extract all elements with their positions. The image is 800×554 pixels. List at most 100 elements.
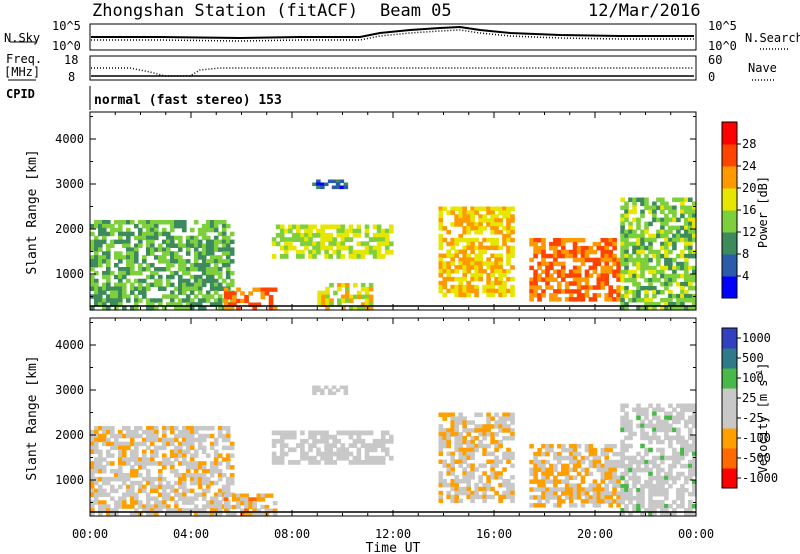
velocity-cell-r4 (474, 424, 479, 429)
velocity-cell-r0 (130, 488, 135, 494)
power-cell-r5 (498, 276, 503, 282)
velocity-cell-r4 (490, 439, 495, 445)
velocity-cell-r5 (576, 483, 582, 488)
power-cell-r5 (462, 292, 467, 298)
power-cell-r5 (502, 241, 507, 247)
velocity-cell-r0 (201, 445, 207, 451)
power-cell-r7 (620, 249, 625, 255)
velocity-cell-r6 (684, 475, 689, 481)
velocity-cell-r5 (600, 479, 606, 484)
power-cell-r7 (624, 233, 629, 239)
power-cell-r4 (325, 306, 330, 311)
velocity-cell-r2 (308, 455, 313, 461)
velocity-cell-r4 (470, 490, 475, 496)
power-cell-r0 (150, 247, 155, 252)
power-cell-r7 (648, 241, 653, 247)
power-cell-r0 (193, 239, 199, 245)
power-cell-r0 (162, 220, 167, 225)
power-cell-r6 (612, 269, 617, 274)
velocity-cell-r4 (482, 447, 487, 453)
power-cell-r0 (170, 251, 175, 256)
power-cell-r1 (232, 302, 237, 307)
power-cell-r2 (288, 228, 293, 234)
power-cell-r0 (146, 231, 151, 237)
power-cell-r6 (564, 273, 570, 278)
velocity-cell-r0 (90, 476, 95, 482)
velocity-cell-r4 (498, 471, 503, 476)
power-cell-r7 (620, 277, 625, 283)
velocity-cell-r6 (648, 483, 653, 489)
power-cell-r7 (624, 261, 629, 267)
velocity-cell-r0 (174, 426, 179, 431)
power-cell-r0 (122, 290, 127, 295)
power-cell-r0 (189, 306, 195, 311)
velocity-cell-r5 (608, 463, 613, 469)
velocity-cell-r0 (154, 437, 159, 443)
power-cell-r6 (616, 265, 621, 271)
velocity-cell-r6 (648, 403, 653, 409)
power-colorbar-band (722, 210, 737, 233)
power-cell-r0 (130, 263, 135, 268)
power-cell-r7 (648, 306, 653, 311)
velocity-cell-r4 (450, 424, 455, 429)
velocity-cell-r2 (312, 434, 317, 440)
power-cell-r2 (296, 249, 301, 255)
power-cell-r2 (360, 249, 366, 255)
power-cell-r6 (553, 257, 558, 263)
velocity-cell-r5 (529, 487, 534, 492)
power-cell-r0 (205, 267, 211, 272)
power-cell-r0 (221, 259, 227, 264)
velocity-cell-r0 (142, 476, 147, 482)
power-cell-r2 (364, 249, 370, 255)
velocity-cell-r0 (201, 512, 207, 517)
velocity-cell-r6 (660, 439, 665, 445)
power-cell-r0 (166, 274, 171, 280)
velocity-cell-r6 (672, 435, 677, 441)
velocity-cell-r1 (248, 497, 253, 502)
power-cell-r2 (324, 249, 329, 255)
power-cell-r5 (490, 245, 495, 251)
velocity-cell-r4 (502, 420, 507, 425)
power-cell-r5 (482, 249, 487, 254)
velocity-cell-r5 (553, 487, 558, 492)
velocity-cell-r5 (553, 503, 558, 508)
power-colorbar-tick-label: 20 (742, 181, 756, 195)
power-cell-r7 (632, 289, 637, 295)
velocity-cell-r6 (620, 475, 625, 481)
power-cell-r6 (553, 241, 558, 247)
power-cell-r0 (142, 278, 147, 284)
power-cell-r5 (474, 253, 479, 258)
power-cell-r6 (549, 241, 554, 247)
power-cell-r0 (229, 270, 235, 276)
power-cell-r0 (201, 270, 207, 276)
time-tick-label: 12:00 (375, 527, 411, 541)
velocity-cell-r6 (636, 508, 641, 513)
power-cell-r6 (588, 249, 594, 255)
velocity-cell-r0 (90, 504, 95, 509)
velocity-cell-r5 (529, 471, 534, 477)
velocity-cell-r5 (541, 495, 546, 500)
power-cell-r7 (648, 205, 653, 211)
velocity-cell-r5 (564, 471, 570, 477)
power-cell-r7 (632, 245, 637, 251)
velocity-cell-r2 (271, 460, 277, 465)
velocity-cell-r0 (174, 512, 179, 517)
velocity-cell-r6 (656, 483, 661, 489)
velocity-cell-r6 (644, 467, 649, 473)
power-cell-r5 (490, 206, 495, 211)
power-cell-r7 (660, 306, 665, 311)
velocity-cell-r2 (324, 434, 329, 440)
velocity-cell-r1 (240, 501, 245, 506)
power-cell-r0 (90, 263, 95, 268)
velocity-cell-r4 (506, 494, 511, 500)
power-cell-r7 (632, 249, 637, 255)
power-cell-r7 (688, 306, 693, 311)
velocity-cell-r5 (561, 499, 566, 504)
velocity-cell-r6 (692, 479, 697, 485)
velocity-cell-r0 (217, 492, 223, 497)
power-cell-r6 (553, 293, 558, 298)
velocity-cell-r6 (680, 447, 685, 453)
velocity-cell-r1 (272, 508, 278, 513)
velocity-cell-r2 (384, 451, 390, 457)
power-cell-r5 (462, 245, 467, 251)
